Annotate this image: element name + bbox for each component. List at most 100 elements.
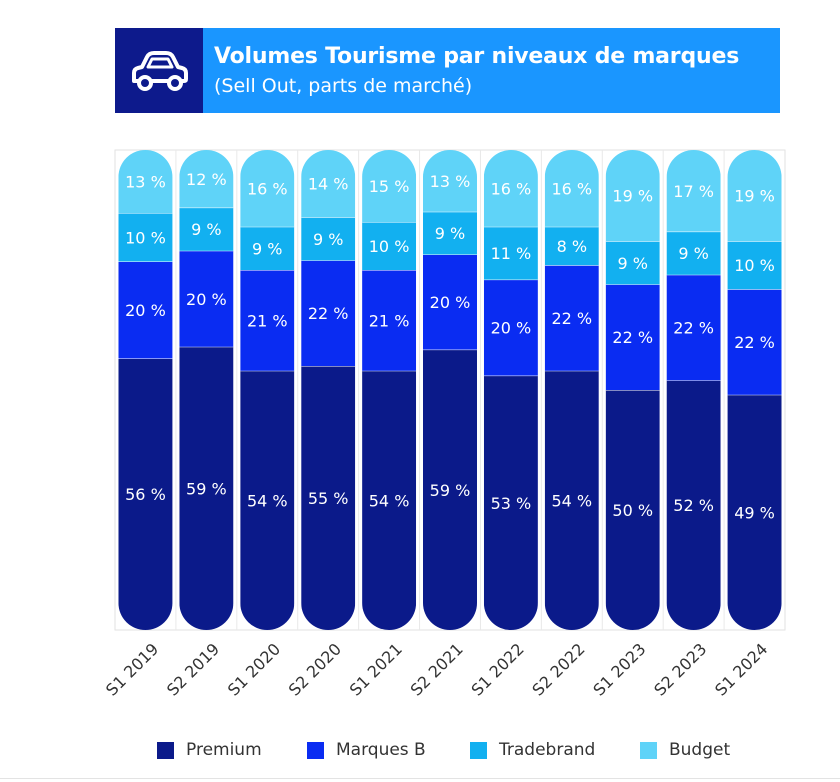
bar-segment-marques-b — [423, 254, 477, 350]
data-label: 12 % — [186, 170, 227, 189]
data-label: 9 % — [617, 254, 647, 273]
data-label: 16 % — [551, 179, 592, 198]
bar-segment-premium — [727, 394, 782, 630]
data-label: 50 % — [612, 501, 653, 520]
data-label: 54 % — [551, 491, 592, 510]
car-icon — [132, 50, 188, 91]
legend-label: Marques B — [336, 740, 426, 760]
data-label: 10 % — [369, 237, 410, 256]
data-label: 19 % — [612, 187, 653, 206]
data-label: 11 % — [491, 244, 532, 263]
bar-segment-marques-b — [362, 270, 417, 371]
bar-segment-tradebrand — [301, 217, 356, 261]
bar-segment-marques-b — [240, 270, 295, 371]
x-tick-label: S2 2022 — [528, 639, 588, 699]
data-label: 49 % — [734, 503, 775, 522]
data-label: 13 % — [430, 172, 471, 191]
data-label: 17 % — [673, 182, 714, 201]
bar-segment-premium — [301, 366, 356, 630]
legend-label: Tradebrand — [499, 740, 596, 760]
bar-segment-premium — [362, 370, 417, 630]
bar-segment-budget — [362, 150, 417, 222]
chart-subtitle: (Sell Out, parts de marché) — [214, 75, 473, 97]
bar-segment-tradebrand — [179, 207, 234, 251]
data-label: 52 % — [673, 496, 714, 515]
bar-segment-tradebrand — [362, 222, 417, 270]
legend-item-tradebrand: Tradebrand — [470, 740, 595, 760]
x-tick-label: S2 2023 — [650, 639, 710, 699]
legend-label: Premium — [186, 740, 262, 760]
legend-swatch — [307, 741, 324, 759]
chart-legend: Premium Marques B Tradebrand Budget — [0, 740, 840, 766]
data-label: 9 % — [252, 239, 282, 258]
data-label: 22 % — [308, 304, 349, 323]
bar-segment-budget — [423, 150, 477, 212]
bar-segment-tradebrand — [666, 231, 721, 275]
bar-segment-marques-b — [605, 284, 660, 390]
data-label: 20 % — [125, 301, 166, 320]
bar-segment-budget — [666, 150, 721, 232]
data-label: 53 % — [491, 494, 532, 513]
data-label: 21 % — [247, 311, 288, 330]
bar-segment-marques-b — [483, 279, 538, 376]
data-label: 9 % — [191, 220, 221, 239]
data-label: 14 % — [308, 175, 349, 194]
data-label: 55 % — [308, 489, 349, 508]
bar-stack — [118, 150, 173, 630]
bar-segment-budget — [240, 150, 295, 227]
bar-stack — [544, 150, 599, 630]
data-label: 20 % — [430, 293, 471, 312]
bar-segment-marques-b — [666, 274, 721, 381]
bar-stack — [423, 150, 477, 630]
bar-segment-tradebrand — [118, 213, 173, 262]
legend-swatch — [640, 741, 657, 759]
legend-label: Budget — [669, 740, 731, 760]
x-tick-label: S1 2024 — [711, 639, 771, 699]
bar-stack — [483, 150, 538, 630]
x-tick-label: S1 2023 — [589, 639, 649, 699]
x-tick-label: S2 2019 — [163, 639, 223, 699]
data-label: 9 % — [435, 224, 465, 243]
data-label: 10 % — [125, 228, 166, 247]
data-label: 20 % — [186, 290, 227, 309]
data-label: 22 % — [612, 328, 653, 347]
bar-segment-tradebrand — [605, 241, 660, 285]
bar-segment-budget — [727, 150, 782, 242]
divider — [0, 778, 840, 779]
bar-segment-marques-b — [301, 260, 356, 366]
bar-segment-budget — [301, 150, 356, 218]
data-label: 59 % — [430, 481, 471, 500]
data-label: 54 % — [247, 491, 288, 510]
bar-stack — [666, 150, 721, 630]
bar-segment-premium — [666, 380, 721, 630]
data-label: 56 % — [125, 485, 166, 504]
bar-segment-marques-b — [118, 261, 173, 359]
data-label: 21 % — [369, 311, 410, 330]
data-label: 19 % — [734, 187, 775, 206]
bar-segment-premium — [605, 390, 660, 630]
data-label: 9 % — [678, 244, 708, 263]
data-label: 22 % — [551, 309, 592, 328]
x-tick-label: S2 2021 — [407, 639, 467, 699]
icon-box — [115, 28, 203, 113]
bar-stack — [301, 150, 356, 630]
bar-segment-budget — [179, 150, 234, 208]
x-tick-label: S1 2022 — [468, 639, 528, 699]
bar-segment-marques-b — [727, 289, 782, 395]
data-label: 9 % — [313, 230, 343, 249]
legend-item-marques-b: Marques B — [307, 740, 426, 760]
bar-segment-budget — [483, 150, 538, 227]
x-tick-label: S1 2021 — [346, 639, 406, 699]
x-tick-label: S1 2020 — [224, 639, 284, 699]
data-label: 13 % — [125, 173, 166, 192]
bar-segment-premium — [240, 370, 295, 630]
data-label: 16 % — [247, 179, 288, 198]
data-label: 20 % — [491, 319, 532, 338]
bar-segment-tradebrand — [544, 226, 599, 266]
bar-segment-tradebrand — [423, 211, 477, 255]
legend-swatch — [157, 741, 174, 759]
data-label: 54 % — [369, 491, 410, 510]
bar-stack — [179, 150, 234, 630]
bar-segment-budget — [544, 150, 599, 227]
data-label: 8 % — [557, 237, 587, 256]
